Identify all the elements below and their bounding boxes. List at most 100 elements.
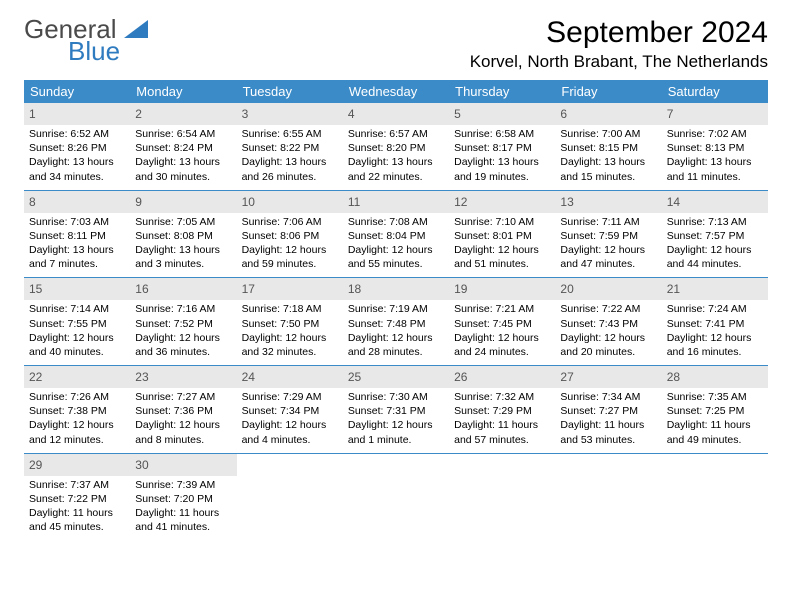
daylight-line: Daylight: 11 hours and 45 minutes.: [29, 506, 125, 534]
day-number-row: 27: [555, 366, 661, 388]
day-number: 18: [348, 282, 361, 296]
day-number-row: 1: [24, 103, 130, 125]
sunset-line: Sunset: 8:06 PM: [242, 229, 338, 243]
sunset-line: Sunset: 7:22 PM: [29, 492, 125, 506]
day-info: Sunrise: 7:03 AMSunset: 8:11 PMDaylight:…: [29, 215, 125, 272]
daylight-line: Daylight: 13 hours and 34 minutes.: [29, 155, 125, 183]
sunset-line: Sunset: 7:25 PM: [667, 404, 763, 418]
day-info: Sunrise: 7:11 AMSunset: 7:59 PMDaylight:…: [560, 215, 656, 272]
day-number: 12: [454, 195, 467, 209]
day-cell: 2Sunrise: 6:54 AMSunset: 8:24 PMDaylight…: [130, 103, 236, 190]
day-number: 13: [560, 195, 573, 209]
sunset-line: Sunset: 8:11 PM: [29, 229, 125, 243]
day-number-row: 5: [449, 103, 555, 125]
sunset-line: Sunset: 7:34 PM: [242, 404, 338, 418]
sunrise-line: Sunrise: 7:08 AM: [348, 215, 444, 229]
weekday-header: Tuesday: [237, 80, 343, 103]
day-info: Sunrise: 7:02 AMSunset: 8:13 PMDaylight:…: [667, 127, 763, 184]
week-row: 15 Sunrise: 7:14 AMSunset: 7:55 PM Dayligh…: [24, 278, 768, 366]
sunset-line: Sunset: 7:41 PM: [667, 317, 763, 331]
sunset-line: Sunset: 7:27 PM: [560, 404, 656, 418]
logo: General Blue: [24, 16, 148, 64]
sunrise-line: Sunrise: 6:52 AM: [29, 127, 125, 141]
day-info: Sunrise: 7:27 AMSunset: 7:36 PMDaylight:…: [135, 390, 231, 447]
day-info: Sunrise: 7:37 AMSunset: 7:22 PMDaylight:…: [29, 478, 125, 535]
sunset-line: Sunset: 8:13 PM: [667, 141, 763, 155]
sunset-line: Sunset: 7:31 PM: [348, 404, 444, 418]
sunset-line: Sunset: 7:55 PM: [29, 317, 125, 331]
logo-word2: Blue: [68, 38, 148, 64]
day-info: Sunrise: 6:54 AMSunset: 8:24 PMDaylight:…: [135, 127, 231, 184]
daylight-line: Daylight: 13 hours and 22 minutes.: [348, 155, 444, 183]
day-cell: 6Sunrise: 7:00 AMSunset: 8:15 PMDaylight…: [555, 103, 661, 190]
day-cell: 18Sunrise: 7:19 AMSunset: 7:48 PMDayligh…: [343, 278, 449, 365]
sunset-line: Sunset: 8:22 PM: [242, 141, 338, 155]
daylight-line: Daylight: 12 hours and 24 minutes.: [454, 331, 550, 359]
day-number: 3: [242, 107, 249, 121]
day-cell: [555, 454, 661, 541]
daylight-line: Daylight: 12 hours and 51 minutes.: [454, 243, 550, 271]
day-cell: 3Sunrise: 6:55 AMSunset: 8:22 PMDaylight…: [237, 103, 343, 190]
sunrise-line: Sunrise: 7:16 AM: [135, 302, 231, 316]
daylight-line: Daylight: 12 hours and 28 minutes.: [348, 331, 444, 359]
day-cell: 16Sunrise: 7:16 AMSunset: 7:52 PMDayligh…: [130, 278, 236, 365]
day-number: 10: [242, 195, 255, 209]
sunrise-line: Sunrise: 7:22 AM: [560, 302, 656, 316]
sunset-line: Sunset: 7:59 PM: [560, 229, 656, 243]
day-info: Sunrise: 6:57 AMSunset: 8:20 PMDaylight:…: [348, 127, 444, 184]
day-number-row: 6: [555, 103, 661, 125]
day-number: 8: [29, 195, 36, 209]
daylight-line: Daylight: 12 hours and 16 minutes.: [667, 331, 763, 359]
day-number: 1: [29, 107, 36, 121]
sunrise-line: Sunrise: 7:26 AM: [29, 390, 125, 404]
week-row: 8Sunrise: 7:03 AMSunset: 8:11 PMDaylight…: [24, 191, 768, 279]
sunrise-line: Sunrise: 6:58 AM: [454, 127, 550, 141]
sunset-line: Sunset: 8:24 PM: [135, 141, 231, 155]
day-info: Sunrise: 7:34 AMSunset: 7:27 PMDaylight:…: [560, 390, 656, 447]
day-number-row: 13: [555, 191, 661, 213]
day-number: 27: [560, 370, 573, 384]
day-number: 20: [560, 282, 573, 296]
day-info: Sunrise: 7:32 AMSunset: 7:29 PMDaylight:…: [454, 390, 550, 447]
day-number-row: 8: [24, 191, 130, 213]
day-number-row: 18: [343, 278, 449, 300]
day-cell: [662, 454, 768, 541]
daylight-line: Daylight: 12 hours and 55 minutes.: [348, 243, 444, 271]
day-cell: 1Sunrise: 6:52 AMSunset: 8:26 PMDaylight…: [24, 103, 130, 190]
sunrise-line: Sunrise: 7:39 AM: [135, 478, 231, 492]
sunrise-line: Sunrise: 7:30 AM: [348, 390, 444, 404]
weekday-header: Wednesday: [343, 80, 449, 103]
day-number: 14: [667, 195, 680, 209]
sunset-line: Sunset: 7:38 PM: [29, 404, 125, 418]
sunset-line: Sunset: 7:52 PM: [135, 317, 231, 331]
day-number: 28: [667, 370, 680, 384]
day-number-row: 30: [130, 454, 236, 476]
sunset-line: Sunset: 7:45 PM: [454, 317, 550, 331]
daylight-line: Daylight: 11 hours and 53 minutes.: [560, 418, 656, 446]
day-cell: 14Sunrise: 7:13 AMSunset: 7:57 PMDayligh…: [662, 191, 768, 278]
day-number-row: 15: [24, 278, 130, 300]
day-number-row: 4: [343, 103, 449, 125]
daylight-line: Daylight: 12 hours and 1 minute.: [348, 418, 444, 446]
day-number-row: 24: [237, 366, 343, 388]
daylight-line: Daylight: 11 hours and 49 minutes.: [667, 418, 763, 446]
sunset-line: Sunset: 8:04 PM: [348, 229, 444, 243]
sunrise-line: Sunrise: 7:27 AM: [135, 390, 231, 404]
day-number-row: 23: [130, 366, 236, 388]
day-number: 7: [667, 107, 674, 121]
sunrise-line: Sunrise: 7:14 AM: [29, 302, 125, 316]
sunrise-line: Sunrise: 7:35 AM: [667, 390, 763, 404]
day-number: 30: [135, 458, 148, 472]
sunrise-line: Sunrise: 7:02 AM: [667, 127, 763, 141]
day-number-row: 19: [449, 278, 555, 300]
sunrise-line: Sunrise: 7:21 AM: [454, 302, 550, 316]
daylight-line: Daylight: 13 hours and 3 minutes.: [135, 243, 231, 271]
day-number: 16: [135, 282, 148, 296]
sunrise-line: Sunrise: 7:03 AM: [29, 215, 125, 229]
day-number: 21: [667, 282, 680, 296]
day-number: 17: [242, 282, 255, 296]
day-info: Sunrise: 7:21 AMSunset: 7:45 PMDaylight:…: [454, 302, 550, 359]
day-number-row: 11: [343, 191, 449, 213]
sunset-line: Sunset: 7:29 PM: [454, 404, 550, 418]
sunset-line: Sunset: 8:01 PM: [454, 229, 550, 243]
